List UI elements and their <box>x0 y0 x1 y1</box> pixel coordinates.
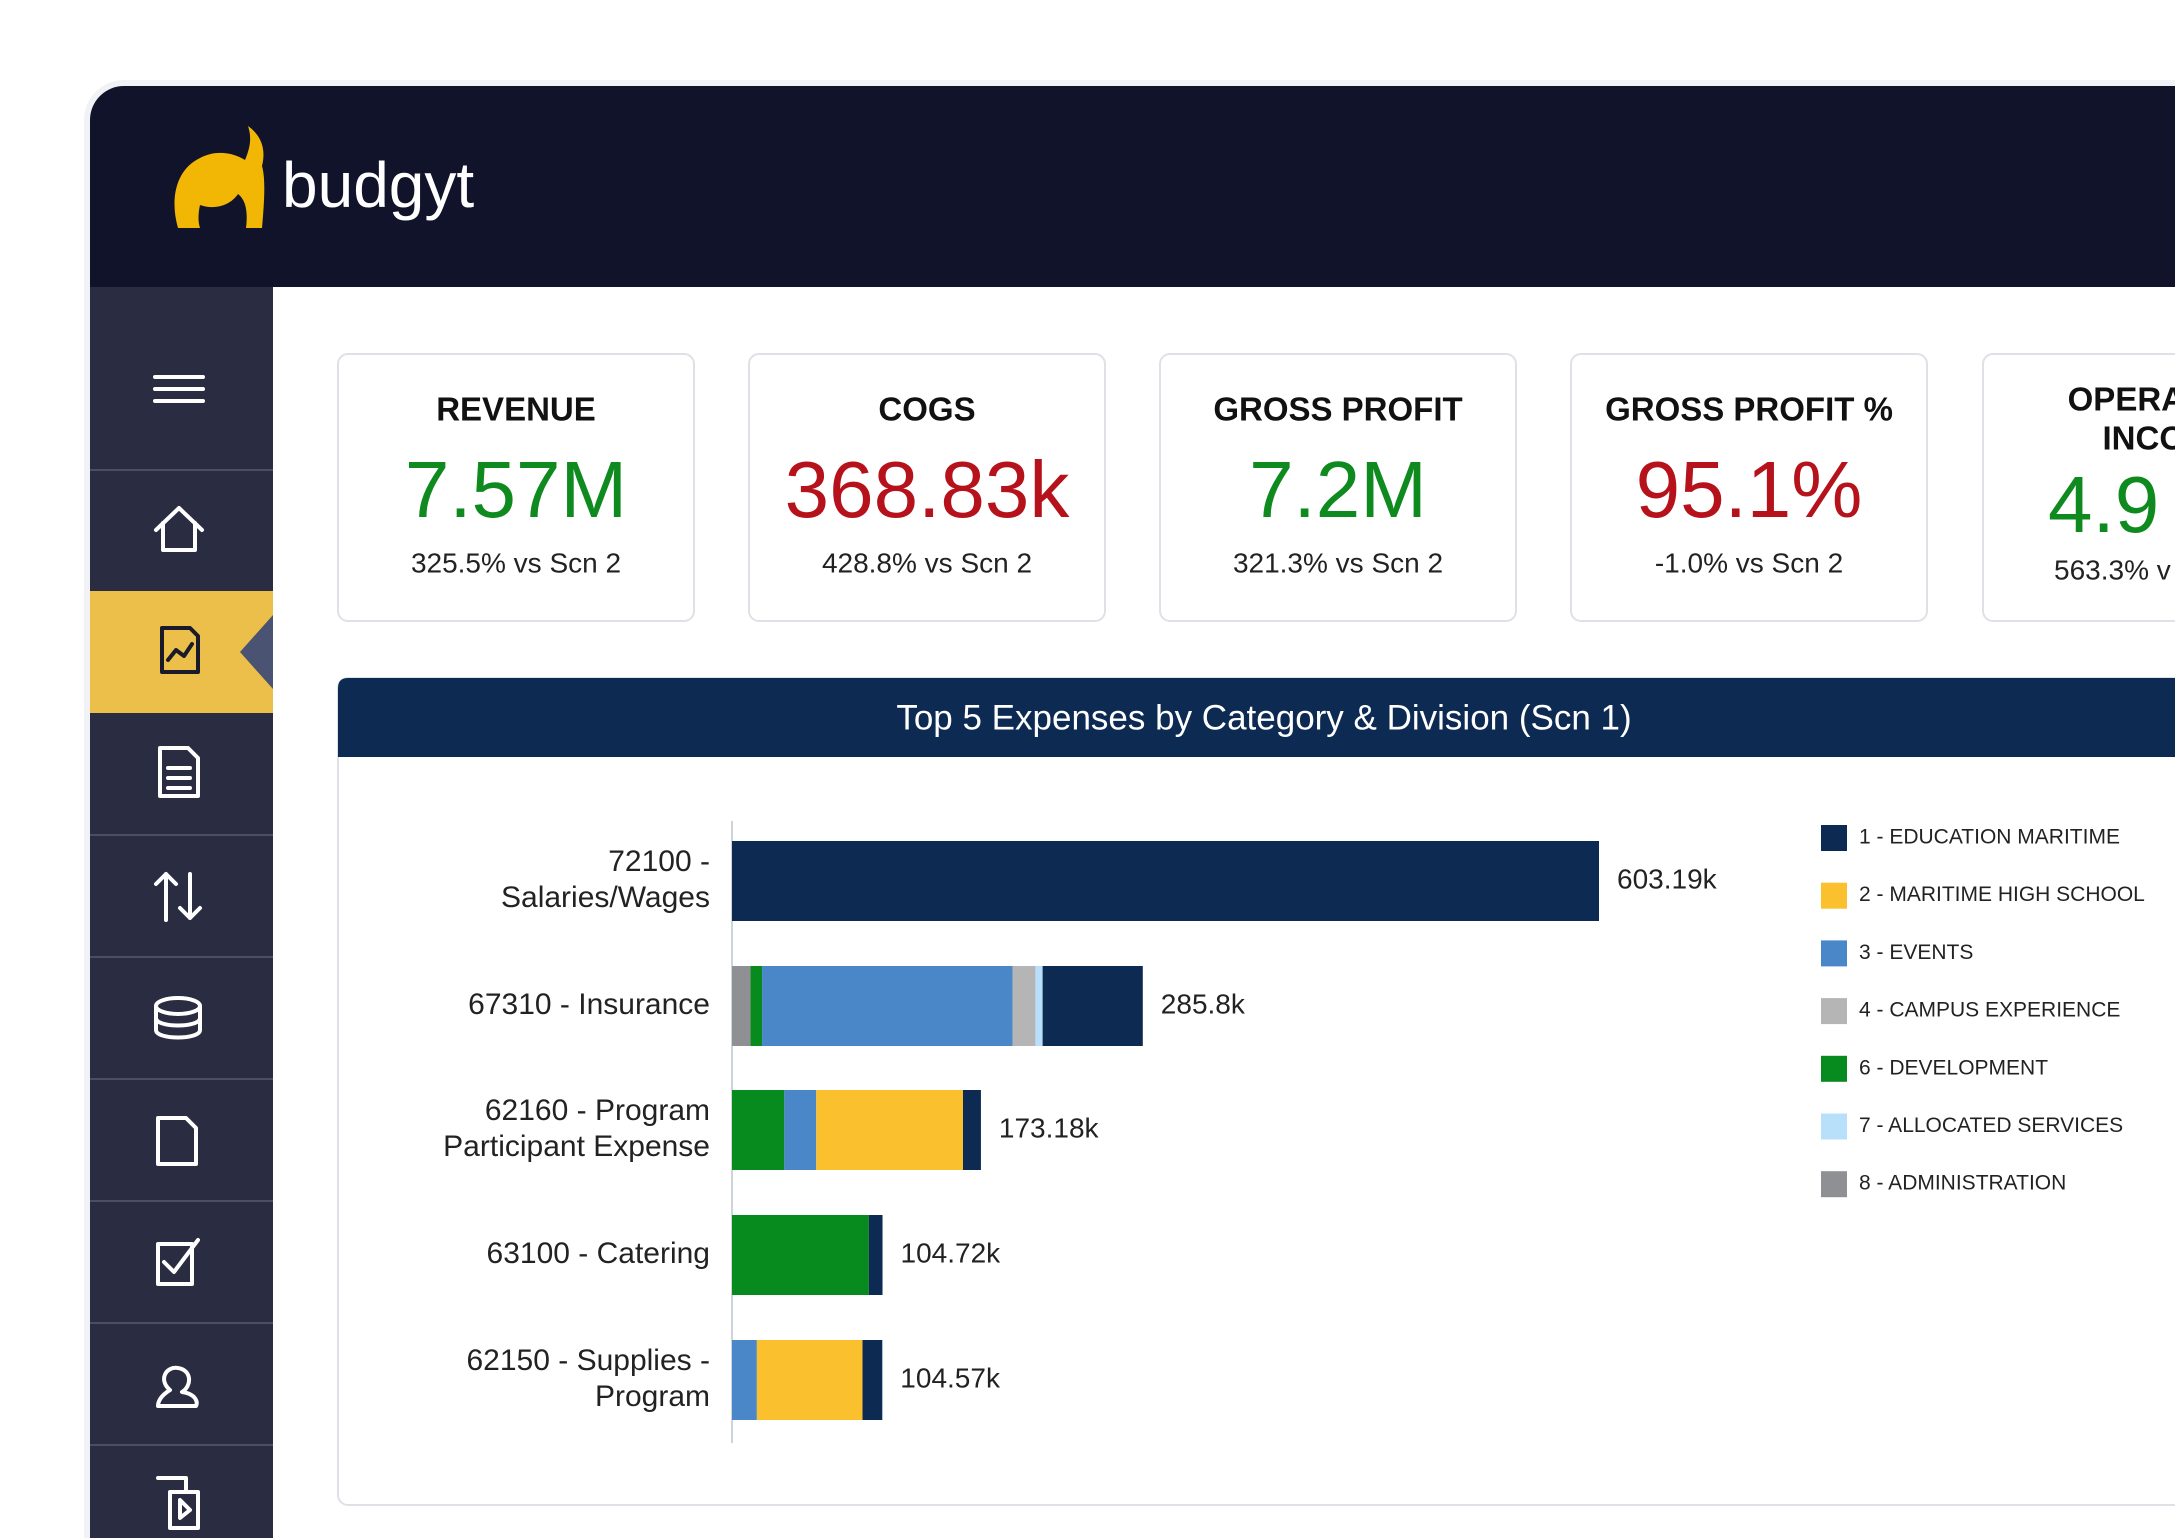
kpi-card-bg <box>1982 353 2175 622</box>
bar-segment <box>732 1340 757 1420</box>
bar-segment <box>1012 966 1036 1046</box>
kpi-card[interactable]: REVENUE 7.57M 325.5% vs Scn 2 <box>337 353 695 622</box>
total-label: 104.72k <box>901 1237 1002 1268</box>
total-label: 285.8k <box>1161 988 1246 1019</box>
legend-label: 6 - DEVELOPMENT <box>1859 1056 2048 1079</box>
home-icon[interactable] <box>154 506 204 552</box>
legend-label: 7 - ALLOCATED SERVICES <box>1859 1114 2123 1137</box>
file-icon[interactable] <box>156 1116 198 1166</box>
category-label: 67310 - Insurance <box>468 988 710 1021</box>
legend-swatch <box>1821 1171 1847 1198</box>
legend-label: 2 - MARITIME HIGH SCHOOL <box>1859 883 2145 906</box>
category-line: 67310 - Insurance <box>468 988 710 1021</box>
category-line: 62150 - Supplies - <box>467 1344 711 1377</box>
legend-swatch <box>1821 825 1847 851</box>
sidebar <box>90 287 273 1538</box>
category-label: 72100 -Salaries/Wages <box>501 845 710 914</box>
report-icon[interactable] <box>160 626 200 674</box>
bar-segment <box>962 1090 981 1170</box>
bar-segment <box>1042 966 1143 1046</box>
legend-label: 3 - EVENTS <box>1859 941 1973 964</box>
copy-icon[interactable] <box>156 1476 200 1530</box>
bar-segment <box>784 1090 817 1170</box>
category-line: Participant Expense <box>443 1130 710 1163</box>
category-line: Salaries/Wages <box>501 881 710 914</box>
total-label: 173.18k <box>999 1112 1100 1143</box>
check-icon[interactable] <box>156 1238 200 1286</box>
kpi-value: 7.57M <box>405 445 627 534</box>
kpi-delta: 428.8% vs Scn 2 <box>822 547 1032 578</box>
legend-label: 4 - CAMPUS EXPERIENCE <box>1859 999 2120 1022</box>
bar-segment <box>732 1215 869 1295</box>
legend-swatch <box>1821 998 1847 1025</box>
category-line: 62160 - Program <box>485 1094 710 1127</box>
sidebar-items <box>90 375 273 1530</box>
kpi-card[interactable]: COGS 368.83k 428.8% vs Scn 2 <box>748 353 1106 622</box>
category-line: 72100 - <box>608 845 710 878</box>
category-label: 63100 - Catering <box>487 1237 710 1270</box>
logo-mark <box>174 126 265 228</box>
chart-header <box>338 678 2175 757</box>
kpi-label: GROSS PROFIT % <box>1605 391 1893 428</box>
active-pointer <box>240 615 273 689</box>
kpi-card[interactable]: GROSS PROFIT 7.2M 321.3% vs Scn 2 <box>1159 353 1517 622</box>
kpi-value: 95.1% <box>1636 445 1863 534</box>
kpi-value: 368.83k <box>785 445 1071 534</box>
category-line: Program <box>595 1380 710 1413</box>
kpi-label: INCO <box>2103 420 2175 457</box>
bar-segment <box>732 841 1599 921</box>
chart-title: Top 5 Expenses by Category & Division (S… <box>896 698 1631 737</box>
bar-segment <box>732 966 751 1046</box>
total-label: 603.19k <box>1617 863 1718 894</box>
bar-segment <box>750 966 763 1046</box>
legend-swatch <box>1821 882 1847 909</box>
bar-segment <box>862 1340 883 1420</box>
kpi-card[interactable]: GROSS PROFIT % 95.1% -1.0% vs Scn 2 <box>1570 353 1928 622</box>
kpi-label: REVENUE <box>436 391 596 428</box>
bar-segment <box>756 1340 863 1420</box>
legend-label: 8 - ADMINISTRATION <box>1859 1172 2066 1195</box>
kpi-card-bg <box>337 353 695 622</box>
legend-swatch <box>1821 1055 1847 1082</box>
legend-swatch <box>1821 940 1847 967</box>
menu-icon[interactable] <box>153 375 205 403</box>
kpi-card-bg <box>1570 353 1928 622</box>
bar-segment <box>868 1215 883 1295</box>
category-label: 62160 - Program Participant Expense <box>443 1094 710 1163</box>
database-icon[interactable] <box>154 996 202 1040</box>
logo-text: budgyt <box>282 149 474 221</box>
kpi-row: REVENUE 7.57M 325.5% vs Scn 2 COGS 368.83k 42… <box>337 353 2175 622</box>
kpi-value: 4.9 <box>2048 460 2159 549</box>
kpi-label: GROSS PROFIT <box>1213 391 1462 428</box>
kpi-delta: 325.5% vs Scn 2 <box>411 547 621 578</box>
category-line: 63100 - Catering <box>487 1237 710 1270</box>
bar-segment <box>816 1090 963 1170</box>
bar-segment <box>1035 966 1043 1046</box>
sidebar-dividers <box>90 469 273 1446</box>
kpi-delta: 321.3% vs Scn 2 <box>1233 547 1443 578</box>
kpi-card-bg <box>1159 353 1517 622</box>
category-label: 62150 - Supplies -Program <box>467 1344 711 1413</box>
bar-segment <box>732 1090 785 1170</box>
kpi-card-bg <box>748 353 1106 622</box>
logo[interactable]: budgyt <box>174 126 474 228</box>
legend-swatch <box>1821 1113 1847 1140</box>
kpi-value: 7.2M <box>1249 445 1427 534</box>
total-label: 104.57k <box>900 1362 1001 1393</box>
chart: 72100 -Salaries/Wages 603.19k 67310 - Insu… <box>443 825 2145 1420</box>
kpi-delta: 563.3% v <box>2054 554 2171 585</box>
kpi-delta: -1.0% vs Scn 2 <box>1655 547 1843 578</box>
user-icon[interactable] <box>156 1365 199 1408</box>
document-icon[interactable] <box>158 746 200 798</box>
kpi-label: COGS <box>878 391 975 428</box>
transfer-icon[interactable] <box>154 872 202 922</box>
bar-segment <box>762 966 1013 1046</box>
legend-label: 1 - EDUCATION MARITIME <box>1859 826 2120 849</box>
kpi-label: OPERA <box>2068 381 2175 418</box>
